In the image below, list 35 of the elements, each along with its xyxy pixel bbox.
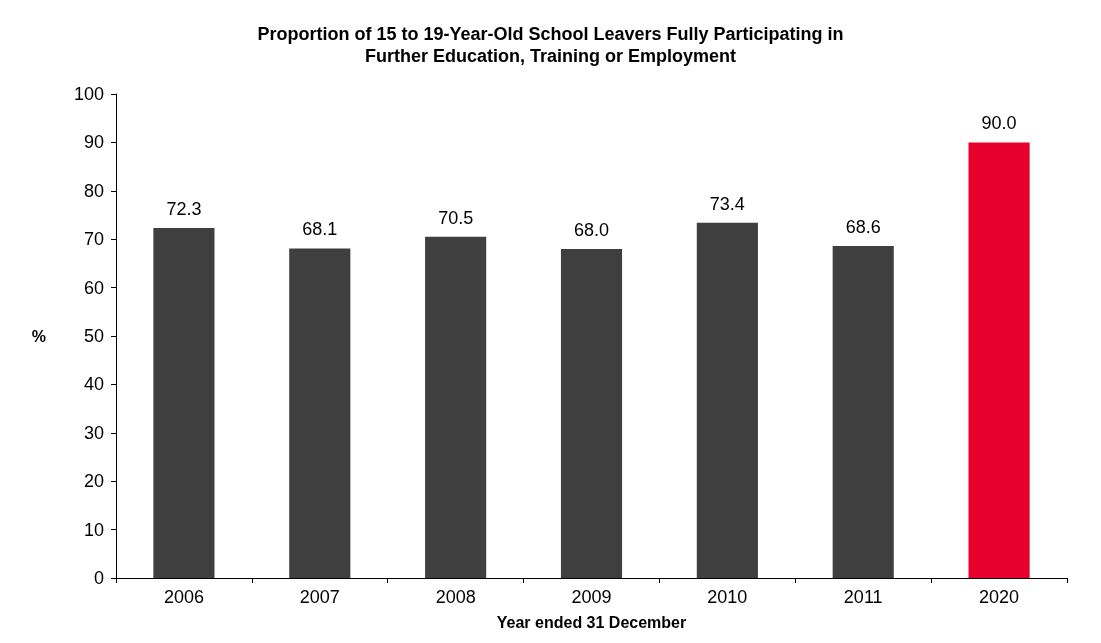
y-axis-title: %	[31, 327, 46, 345]
bar	[832, 245, 894, 578]
y-tick-label: 30	[83, 422, 104, 443]
y-tick-label: 70	[83, 229, 104, 250]
y-tick-label: 90	[83, 132, 104, 153]
chart-title: Proportion of 15 to 19-Year-Old School Leavers Fully Participating in Further Education, Training or Employment	[257, 24, 844, 66]
y-tick-label: 10	[83, 519, 104, 540]
x-tick-label: 2020	[979, 587, 1020, 607]
data-label: 70.5	[438, 207, 474, 228]
x-tick-label: 2006	[163, 587, 204, 607]
bar	[153, 228, 215, 578]
data-label: 68.6	[845, 216, 881, 237]
y-tick-label: 50	[83, 326, 104, 346]
x-tick-label: 2010	[707, 587, 748, 607]
data-label: 68.0	[573, 219, 610, 240]
x-axis-title: Year ended 31 December	[496, 613, 687, 631]
x-tick-label: 2008	[435, 587, 476, 607]
bar	[696, 222, 758, 578]
y-tick-label: 80	[83, 180, 104, 201]
data-label: 68.1	[302, 219, 338, 240]
data-label: 73.4	[709, 193, 745, 214]
x-tick-label: 2009	[571, 587, 612, 607]
y-tick-label: 20	[83, 471, 104, 492]
x-tick-label: 2007	[299, 587, 340, 607]
data-label: 90.0	[981, 113, 1017, 134]
y-tick-label: 0	[93, 568, 104, 588]
bar	[425, 236, 487, 578]
y-tick-label: 60	[83, 277, 104, 298]
bar	[968, 142, 1030, 578]
bar	[560, 248, 623, 578]
bar	[289, 248, 351, 578]
y-tick-label: 100	[73, 84, 104, 104]
data-label: 72.3	[166, 199, 202, 220]
x-tick-label: 2011	[843, 587, 883, 607]
y-tick-label: 40	[83, 374, 104, 395]
